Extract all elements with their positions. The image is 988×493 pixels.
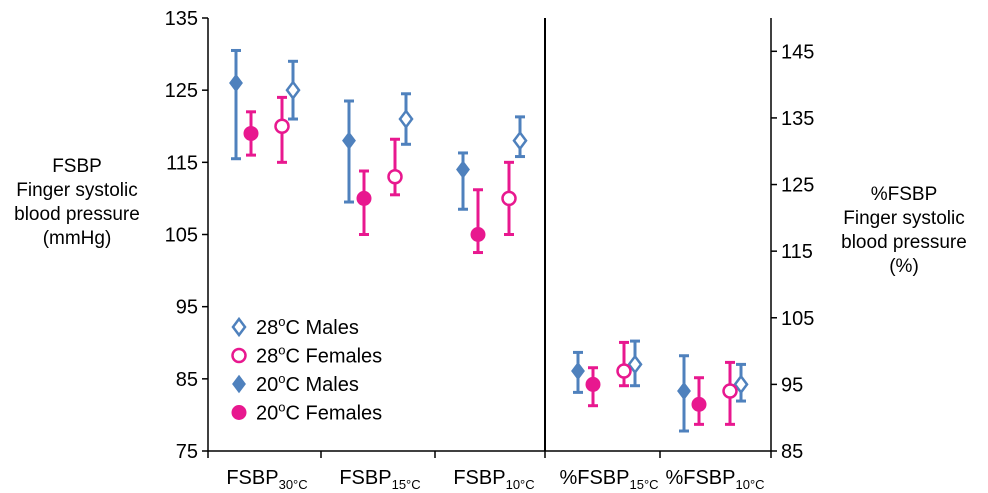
data-point bbox=[722, 383, 738, 399]
data-point bbox=[627, 354, 643, 375]
right-tick-label: 125 bbox=[781, 175, 814, 197]
right-axis-label-line: Finger systolic bbox=[843, 208, 964, 229]
left-axis-label: FSBP Finger systolic blood pressure (mmHg) bbox=[14, 156, 140, 249]
left-axis-label-line: FSBP bbox=[52, 156, 102, 177]
x-category-label: FSBP30°C bbox=[226, 467, 307, 492]
left-tick-label: 85 bbox=[176, 369, 198, 391]
x-category-label: %FSBP10°C bbox=[665, 467, 764, 492]
axes: 135 125 115 105 95 85 75 145 135 125 115 105 95 85 FSB… bbox=[165, 8, 815, 492]
left-tick-label: 75 bbox=[176, 441, 198, 463]
right-tick-label: 85 bbox=[781, 441, 803, 463]
data-point bbox=[285, 80, 301, 101]
data-point bbox=[585, 376, 601, 392]
x-category-main: %FSBP bbox=[559, 467, 629, 489]
right-axis-label-line: blood pressure bbox=[841, 232, 967, 253]
x-category-main: FSBP bbox=[226, 467, 278, 489]
left-tick-label: 115 bbox=[166, 152, 198, 174]
left-tick-label: 125 bbox=[165, 80, 198, 102]
legend-degree: o bbox=[278, 371, 285, 386]
legend-marker bbox=[231, 347, 247, 364]
data-point bbox=[470, 227, 486, 242]
x-category-main: FSBP bbox=[453, 467, 505, 489]
left-tick-label: 105 bbox=[165, 225, 198, 247]
right-axis-label-line: (%) bbox=[889, 256, 919, 277]
legend-marker bbox=[232, 374, 246, 394]
right-axis-label-line: %FSBP bbox=[871, 184, 938, 205]
right-tick-label: 115 bbox=[781, 241, 813, 263]
x-category-main: FSBP bbox=[339, 467, 391, 489]
x-category-subscript: 15°C bbox=[392, 477, 421, 492]
data-point bbox=[456, 160, 470, 179]
legend-degree: o bbox=[278, 314, 285, 329]
legend-temp: 28 bbox=[256, 346, 278, 368]
data-point bbox=[677, 381, 691, 401]
legend-text: C Females bbox=[285, 403, 382, 425]
data-point bbox=[342, 131, 356, 150]
data-point bbox=[229, 73, 243, 93]
x-category-subscript: 30°C bbox=[279, 477, 308, 492]
x-category-label: FSBP15°C bbox=[339, 467, 420, 492]
x-category-main: %FSBP bbox=[665, 467, 735, 489]
left-tick-label: 135 bbox=[165, 8, 198, 30]
data-point bbox=[691, 396, 707, 412]
legend-temp: 28 bbox=[256, 317, 278, 339]
right-tick-label: 135 bbox=[781, 108, 814, 130]
legend-text: C Females bbox=[285, 346, 382, 368]
x-category-subscript: 15°C bbox=[629, 477, 658, 492]
legend-label: 20oC Females bbox=[256, 400, 382, 425]
series-28-c-females bbox=[274, 95, 738, 426]
legend-marker bbox=[231, 405, 247, 420]
data-point bbox=[733, 374, 749, 395]
legend-degree: o bbox=[278, 400, 285, 415]
data-points bbox=[229, 48, 749, 433]
data-point bbox=[616, 363, 632, 379]
legend-degree: o bbox=[278, 343, 285, 358]
left-axis-label-line: blood pressure bbox=[14, 204, 140, 225]
data-point bbox=[512, 130, 528, 151]
data-point bbox=[501, 190, 517, 207]
x-category-label: FSBP10°C bbox=[453, 467, 534, 492]
left-tick-label: 95 bbox=[176, 297, 198, 319]
data-point bbox=[243, 125, 259, 141]
legend-label: 20oC Males bbox=[256, 371, 359, 396]
legend-label: 28oC Females bbox=[256, 343, 382, 368]
left-axis-label-line: (mmHg) bbox=[43, 228, 112, 249]
right-tick-label: 95 bbox=[781, 374, 803, 396]
series-20-c-males bbox=[229, 48, 691, 433]
legend-text: C Males bbox=[285, 317, 358, 339]
data-point bbox=[356, 190, 372, 206]
legend-marker bbox=[231, 316, 247, 338]
data-point bbox=[274, 118, 290, 134]
x-category-subscript: 10°C bbox=[735, 477, 764, 492]
right-axis-label: %FSBP Finger systolic blood pressure (%) bbox=[841, 184, 967, 277]
series-20-c-females bbox=[243, 110, 707, 426]
right-tick-label: 105 bbox=[781, 308, 814, 330]
x-category-subscript: 10°C bbox=[506, 477, 535, 492]
legend-label: 28oC Males bbox=[256, 314, 359, 339]
right-tick-label: 145 bbox=[781, 41, 814, 63]
x-category-label: %FSBP15°C bbox=[559, 467, 658, 492]
legend-temp: 20 bbox=[256, 403, 278, 425]
legend-text: C Males bbox=[285, 374, 358, 396]
data-point bbox=[571, 361, 585, 381]
data-point bbox=[387, 169, 403, 185]
series-28-c-males bbox=[285, 59, 749, 403]
legend-temp: 20 bbox=[256, 374, 278, 396]
data-point bbox=[398, 108, 414, 130]
left-axis-label-line: Finger systolic bbox=[16, 180, 137, 201]
